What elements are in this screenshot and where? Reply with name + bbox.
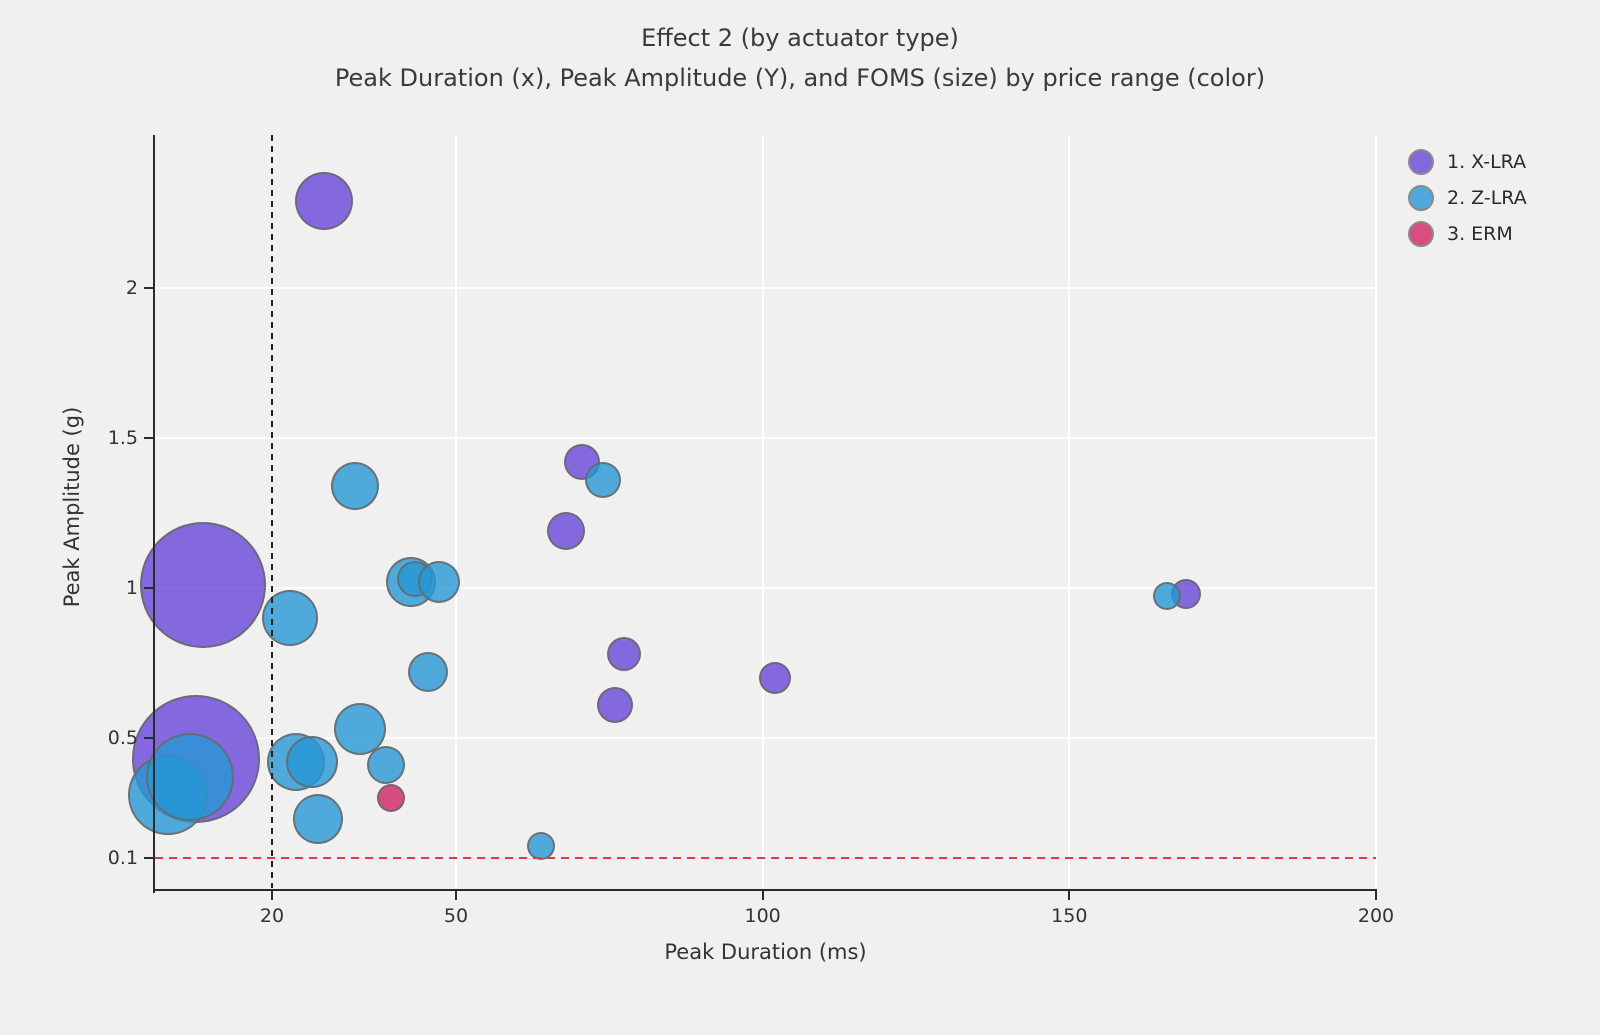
y-tick-label-2: 2: [125, 277, 138, 299]
x-tick-label-100: 100: [744, 905, 781, 927]
x-tick-150: [1068, 891, 1071, 900]
bubble-1-x-lra-1: [140, 522, 267, 648]
bubble-2-z-lra-11: [285, 736, 338, 788]
gridline-x-100: [761, 135, 764, 888]
bubble-2-z-lra-1: [585, 462, 622, 498]
bubble-2-z-lra-15: [1153, 581, 1182, 610]
bubble-1-x-lra-4: [607, 637, 642, 671]
gridline-x-200: [1375, 135, 1377, 888]
y-axis-spine: [153, 135, 155, 893]
y-tick-1: [144, 587, 153, 589]
gridline-y-1: [155, 587, 1376, 589]
bubble-3-erm-0: [376, 784, 405, 812]
x-tick-label-50: 50: [443, 905, 469, 927]
bubble-2-z-lra-14: [527, 832, 556, 860]
x-tick-20: [270, 891, 273, 900]
legend-label-3-erm: 3. ERM: [1447, 222, 1513, 245]
x-tick-label-150: 150: [1051, 905, 1088, 927]
bubble-2-z-lra-6: [407, 652, 448, 692]
x-tick-label-20: 20: [259, 905, 285, 927]
y-tick-label-0.5: 0.5: [107, 727, 138, 749]
legend-marker-icon-1-x-lra: [1408, 148, 1434, 175]
gridline-y-1.5: [155, 437, 1376, 439]
y-tick-label-1.5: 1.5: [107, 427, 138, 449]
legend: 1. X-LRA 2. Z-LRA 3. ERM: [1408, 148, 1527, 256]
reference-hline-y-0.1: [155, 857, 1376, 859]
chart-title-block: Effect 2 (by actuator type) Peak Duratio…: [0, 18, 1600, 98]
x-axis-spine: [153, 889, 1377, 891]
legend-item-3-erm: 3. ERM: [1408, 220, 1527, 247]
y-tick-label-0.1: 0.1: [107, 847, 138, 869]
bubble-1-x-lra-0: [295, 172, 354, 230]
bubble-2-z-lra-13: [292, 794, 343, 844]
legend-label-1-x-lra: 1. X-LRA: [1447, 150, 1527, 173]
bubble-1-x-lra-6: [597, 687, 634, 723]
bubble-2-z-lra-12: [367, 746, 406, 784]
y-tick-label-1: 1: [125, 577, 138, 599]
gridline-y-2: [155, 287, 1376, 289]
y-tick-0.5: [144, 737, 153, 739]
y-tick-0.1: [144, 857, 153, 859]
plot-area: 20 50 100 150 200 0.1 0.5 1 1.5 2: [108, 135, 1394, 927]
y-tick-2: [144, 287, 153, 289]
legend-item-2-z-lra: 2. Z-LRA: [1408, 184, 1527, 211]
bubble-2-z-lra-7: [333, 703, 386, 755]
legend-label-2-z-lra: 2. Z-LRA: [1447, 186, 1527, 209]
bubble-1-x-lra-5: [758, 662, 791, 694]
bubble-2-z-lra-0: [330, 462, 379, 510]
x-tick-100: [761, 891, 764, 900]
legend-marker-icon-3-erm: [1408, 220, 1434, 247]
y-tick-1.5: [144, 437, 153, 439]
gridline-x-150: [1068, 135, 1071, 888]
chart-subtitle: Peak Duration (x), Peak Amplitude (Y), a…: [334, 64, 1266, 92]
gridline-x-50: [454, 135, 457, 888]
reference-vline-x-20: [270, 135, 273, 888]
x-axis-label: Peak Duration (ms): [664, 940, 867, 964]
bubble-2-z-lra-9: [145, 733, 234, 821]
legend-marker-icon-2-z-lra: [1408, 184, 1434, 211]
x-tick-50: [454, 891, 457, 900]
bubble-2-z-lra-5: [417, 561, 460, 603]
chart-title: Effect 2 (by actuator type): [641, 24, 959, 52]
x-tick-200: [1375, 891, 1377, 900]
bubble-1-x-lra-3: [547, 512, 586, 550]
x-tick-label-200: 200: [1357, 905, 1395, 927]
gridline-y-0.5: [155, 737, 1376, 739]
legend-item-1-x-lra: 1. X-LRA: [1408, 148, 1527, 175]
